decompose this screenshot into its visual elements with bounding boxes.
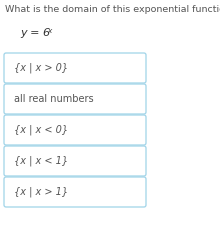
Text: {x | x < 0}: {x | x < 0} (14, 125, 68, 135)
Text: y = 6: y = 6 (20, 28, 50, 38)
FancyBboxPatch shape (4, 146, 146, 176)
Text: What is the domain of this exponential function?: What is the domain of this exponential f… (5, 5, 220, 14)
FancyBboxPatch shape (4, 53, 146, 83)
FancyBboxPatch shape (4, 84, 146, 114)
FancyBboxPatch shape (4, 177, 146, 207)
Text: {x | x > 0}: {x | x > 0} (14, 63, 68, 73)
Text: x: x (47, 28, 51, 34)
Text: {x | x > 1}: {x | x > 1} (14, 187, 68, 197)
Text: all real numbers: all real numbers (14, 94, 94, 104)
FancyBboxPatch shape (4, 115, 146, 145)
Text: {x | x < 1}: {x | x < 1} (14, 156, 68, 166)
